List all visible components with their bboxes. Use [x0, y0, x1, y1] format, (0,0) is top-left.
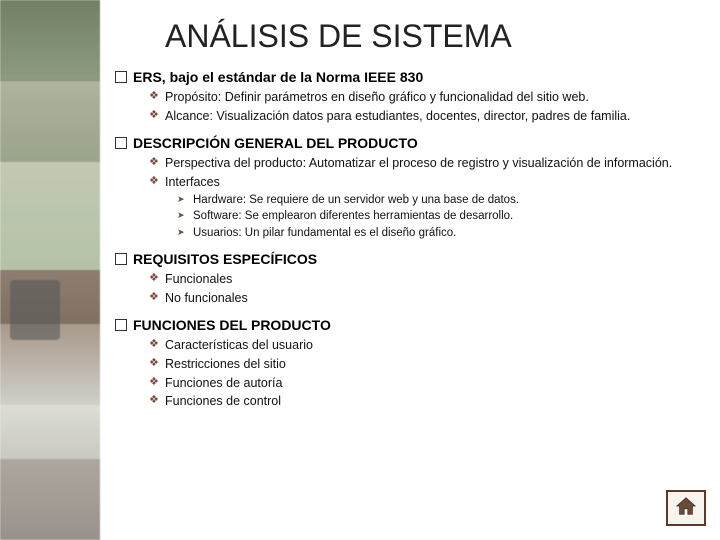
diamond-list: Propósito: Definir parámetros en diseño …: [115, 89, 700, 125]
home-button[interactable]: [666, 490, 706, 526]
section-descripcion: DESCRIPCIÓN GENERAL DEL PRODUCTO Perspec…: [115, 135, 700, 241]
list-item: Software: Se emplearon diferentes herram…: [177, 209, 700, 225]
section-funciones: FUNCIONES DEL PRODUCTO Características d…: [115, 317, 700, 411]
section-requisitos: REQUISITOS ESPECÍFICOS Funcionales No fu…: [115, 251, 700, 307]
section-ers: ERS, bajo el estándar de la Norma IEEE 8…: [115, 69, 700, 125]
list-item: Características del usuario: [149, 337, 700, 354]
list-item: Funciones de autoría: [149, 375, 700, 392]
list-item: Perspectiva del producto: Automatizar el…: [149, 155, 700, 172]
photo-sidebar: [0, 0, 100, 540]
list-item: Propósito: Definir parámetros en diseño …: [149, 89, 700, 106]
list-item: Interfaces: [149, 174, 700, 191]
home-icon: [675, 495, 697, 522]
page-title: ANÁLISIS DE SISTEMA: [165, 18, 700, 55]
section-heading: FUNCIONES DEL PRODUCTO: [115, 317, 700, 333]
section-heading: REQUISITOS ESPECÍFICOS: [115, 251, 700, 267]
list-item: Funciones de control: [149, 393, 700, 410]
arrow-list: Hardware: Se requiere de un servidor web…: [115, 193, 700, 242]
diamond-list: Funcionales No funcionales: [115, 271, 700, 307]
list-item: Alcance: Visualización datos para estudi…: [149, 108, 700, 125]
diamond-list: Perspectiva del producto: Automatizar el…: [115, 155, 700, 191]
section-heading: ERS, bajo el estándar de la Norma IEEE 8…: [115, 69, 700, 85]
list-item: Funcionales: [149, 271, 700, 288]
slide-content: ANÁLISIS DE SISTEMA ERS, bajo el estánda…: [105, 0, 720, 540]
section-heading: DESCRIPCIÓN GENERAL DEL PRODUCTO: [115, 135, 700, 151]
list-item: Hardware: Se requiere de un servidor web…: [177, 193, 700, 209]
diamond-list: Características del usuario Restriccione…: [115, 337, 700, 411]
list-item: Usuarios: Un pilar fundamental es el dis…: [177, 226, 700, 242]
list-item: No funcionales: [149, 290, 700, 307]
list-item: Restricciones del sitio: [149, 356, 700, 373]
